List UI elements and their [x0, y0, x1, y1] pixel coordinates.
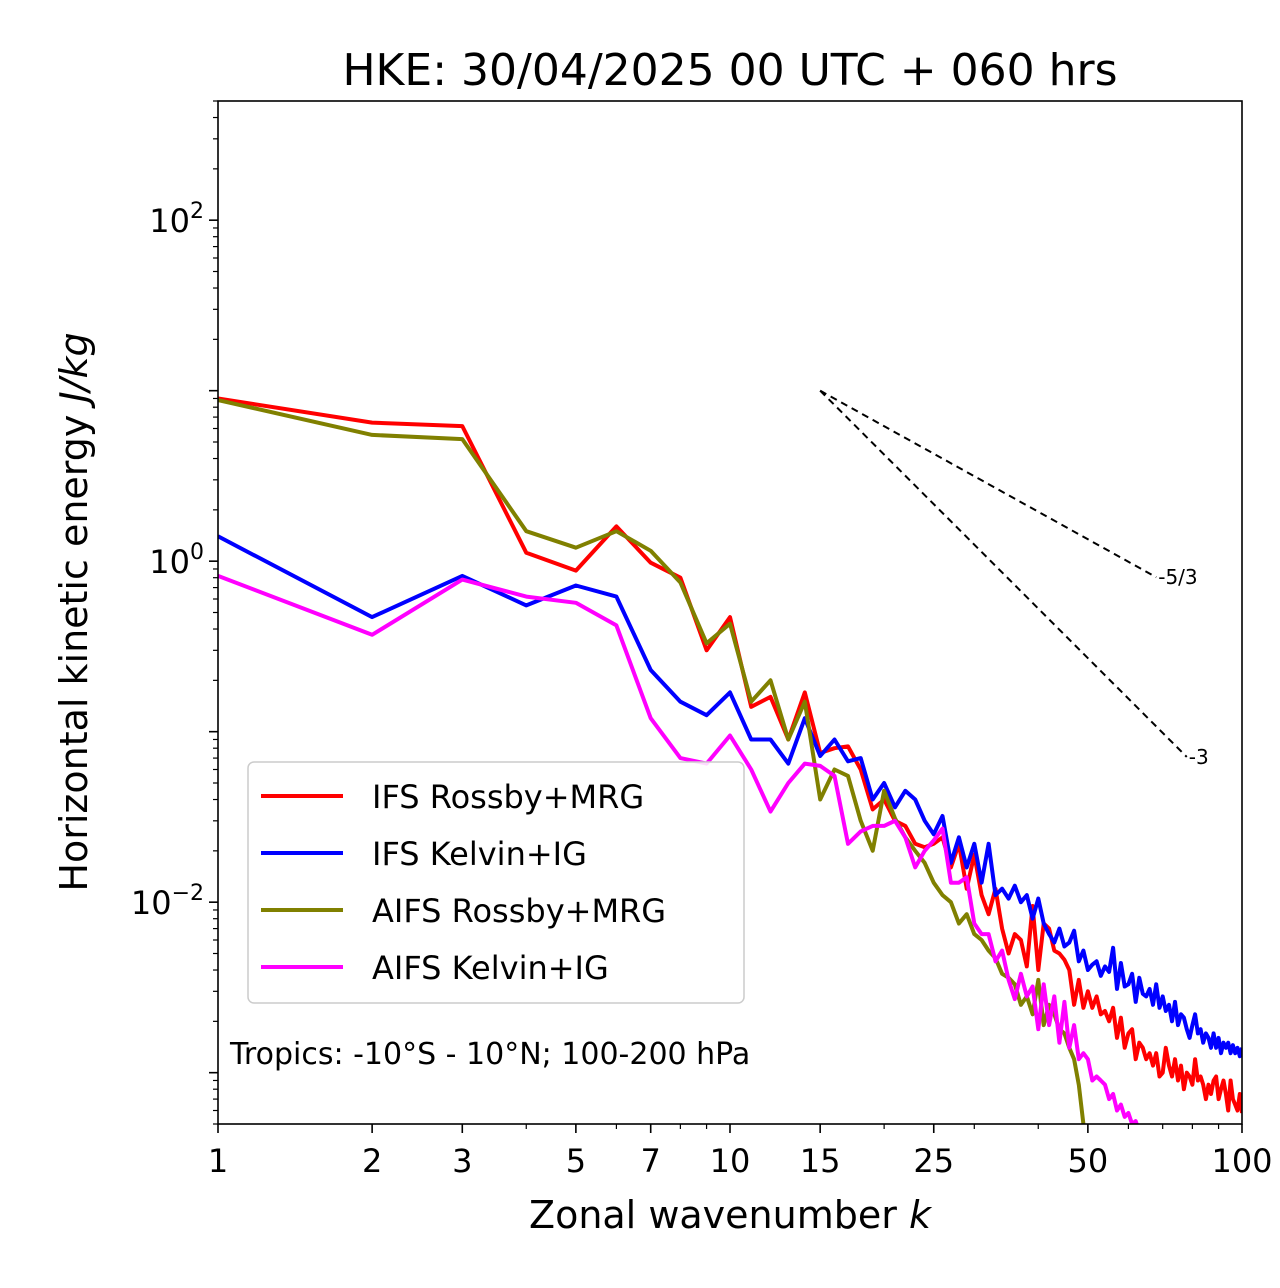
slope-label-2: -3 [1189, 745, 1209, 769]
x-tick-label: 1 [208, 1142, 228, 1180]
legend-label-aifs-rossby-mrg: AIFS Rossby+MRG [372, 892, 666, 930]
y-tick-label: 102 [149, 199, 204, 240]
y-tick-label: 10−2 [131, 881, 204, 922]
chart-title: HKE: 30/04/2025 00 UTC + 060 hrs [342, 45, 1117, 96]
series-layer [218, 396, 1242, 1124]
legend-entries: IFS Rossby+MRG IFS Kelvin+IG AIFS Rossby+M… [261, 778, 666, 987]
x-tick-label: 25 [913, 1142, 954, 1180]
slope-label-1: -5/3 [1158, 565, 1197, 589]
x-tick-label: 100 [1211, 1142, 1272, 1180]
y-axis-ticks: 102 100 10−2 [131, 100, 218, 1125]
region-annotation: Tropics: -10°S - 10°N; 100-200 hPa [229, 1037, 750, 1072]
x-tick-label: 5 [566, 1142, 586, 1180]
legend: IFS Rossby+MRG IFS Kelvin+IG AIFS Rossby+M… [247, 761, 745, 1004]
x-axis-label-variable: k [909, 1193, 933, 1237]
y-axis-label-unit: J/kg [52, 332, 96, 409]
legend-label-aifs-kelvin-ig: AIFS Kelvin+IG [372, 949, 609, 987]
x-tick-label: 2 [362, 1142, 382, 1180]
legend-box [247, 761, 745, 1004]
x-tick-label: 10 [710, 1142, 751, 1180]
series-line-aifs-kelvin-ig [218, 574, 1139, 1124]
y-axis-label: Horizontal kinetic energy J/kg [52, 332, 96, 891]
legend-label-ifs-kelvin-ig: IFS Kelvin+IG [372, 835, 587, 873]
x-tick-label: 3 [452, 1142, 472, 1180]
slope-line-1 [819, 389, 1157, 579]
x-tick-label: 50 [1068, 1142, 1109, 1180]
legend-label-ifs-rossby-mrg: IFS Rossby+MRG [372, 778, 644, 816]
x-tick-label: 15 [800, 1142, 841, 1180]
reference-slope-lines: -5/3 -3 [819, 389, 1209, 769]
series-line-aifs-rossby-mrg [218, 398, 1086, 1124]
x-axis-label-main: Zonal wavenumber [529, 1193, 909, 1237]
series-line-ifs-rossby-mrg [218, 396, 1242, 1114]
x-axis-ticks: 1 2 3 5 7 10 15 25 50 100 [208, 1124, 1273, 1180]
x-axis-label: Zonal wavenumber k [529, 1193, 933, 1237]
x-tick-label: 7 [641, 1142, 661, 1180]
slope-line-2 [819, 389, 1188, 758]
y-tick-label: 100 [149, 540, 204, 581]
y-axis-label-main: Horizontal kinetic energy [52, 403, 96, 892]
series-line-ifs-kelvin-ig [218, 534, 1242, 1059]
